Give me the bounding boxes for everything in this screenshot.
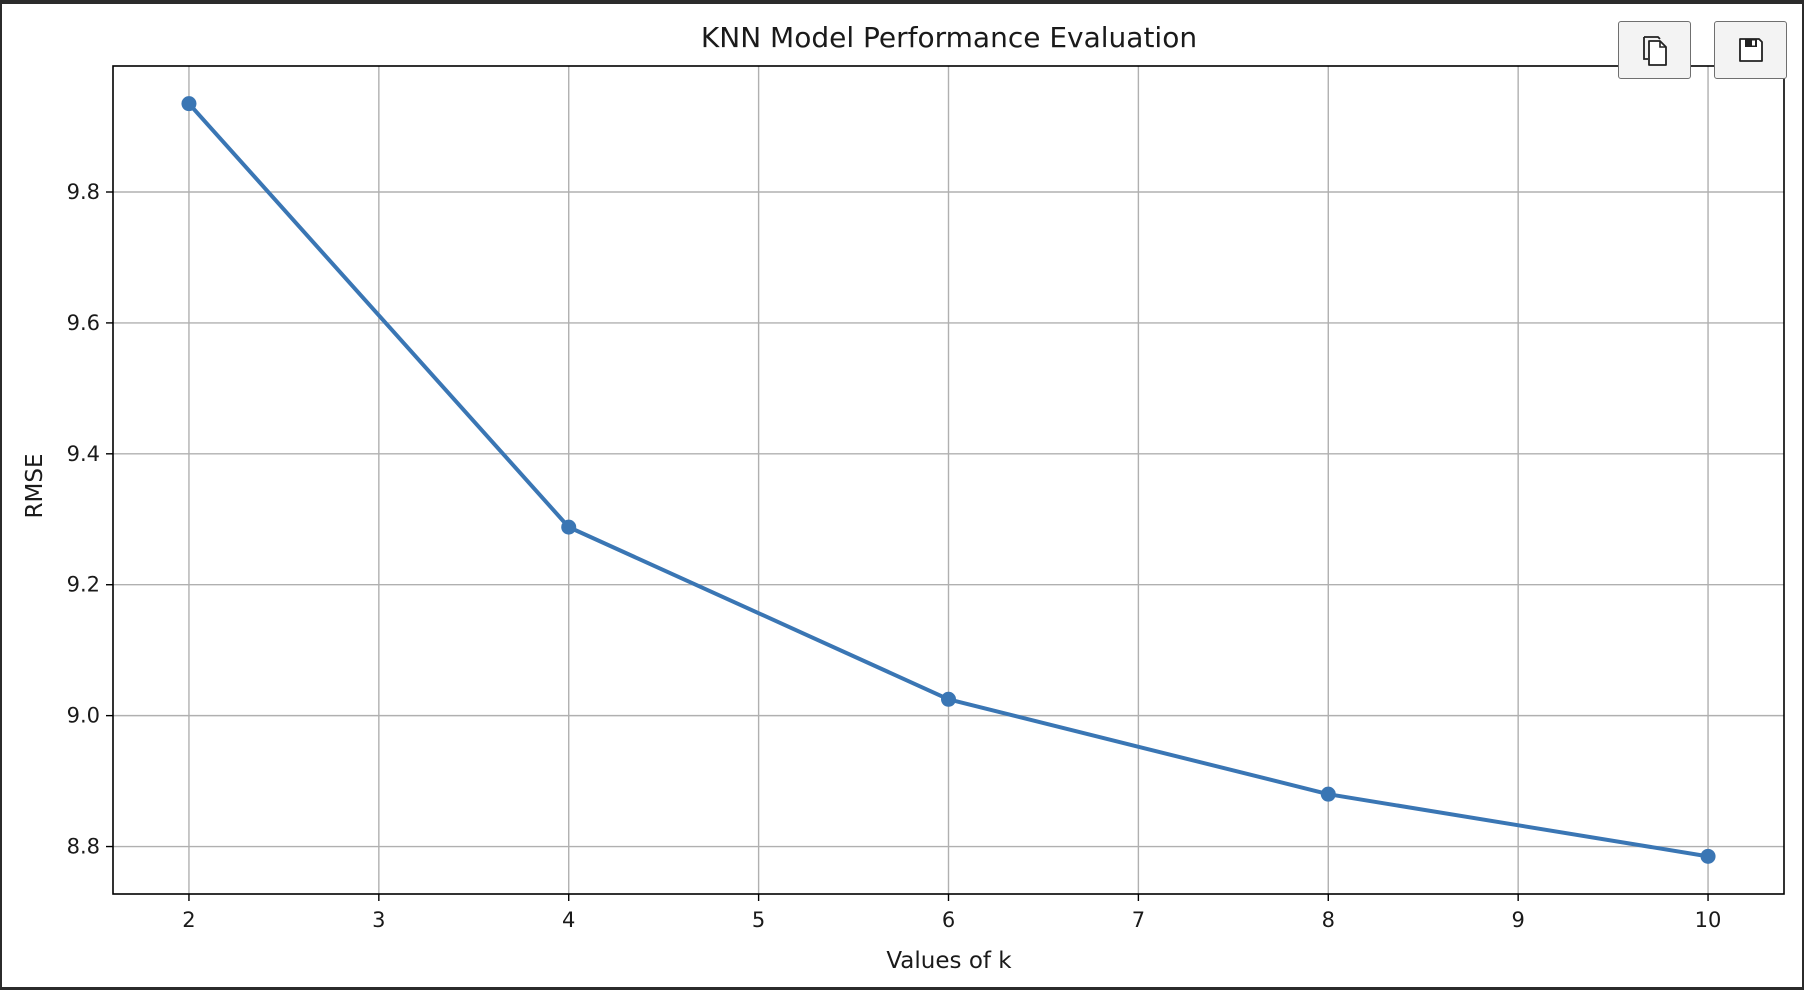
x-tick-label: 7	[1132, 908, 1145, 932]
y-tick-label: 9.0	[67, 704, 100, 728]
x-tick-label: 10	[1695, 908, 1722, 932]
x-tick-label: 9	[1511, 908, 1524, 932]
y-tick-label: 9.8	[67, 180, 100, 204]
data-point	[1320, 786, 1336, 802]
y-tick-label: 9.6	[67, 311, 100, 335]
y-axis-label: RMSE	[22, 454, 48, 519]
x-axis-label: Values of k	[886, 948, 1012, 974]
copy-button[interactable]	[1618, 21, 1691, 79]
x-tick-label: 2	[182, 908, 195, 932]
floppy-disk-icon	[1738, 38, 1763, 62]
x-tick-label: 6	[942, 908, 955, 932]
data-point	[1700, 848, 1716, 864]
x-tick-label: 4	[562, 908, 575, 932]
x-tick-label: 8	[1322, 908, 1335, 932]
y-tick-label: 8.8	[67, 835, 100, 859]
data-point	[561, 519, 577, 535]
series-layer	[181, 96, 1716, 864]
y-axis-ticks: 8.8 9.0 9.2 9.4 9.6 9.8	[67, 180, 113, 859]
y-tick-label: 9.4	[67, 442, 100, 466]
x-axis-ticks: 2 3 4 5 6 7 8 9 10	[182, 894, 1721, 932]
line-chart: 2 3 4 5 6 7 8 9 10 8.8 9.0 9.2 9.4 9.6 9.8 KNN Model …	[22, 21, 1785, 974]
grid-lines	[113, 66, 1784, 894]
data-point	[181, 96, 197, 112]
x-tick-label: 5	[752, 908, 765, 932]
chart-title: KNN Model Performance Evaluation	[701, 21, 1197, 54]
y-tick-label: 9.2	[67, 573, 100, 597]
copy-icon	[1642, 36, 1667, 66]
output-cell: 2 3 4 5 6 7 8 9 10 8.8 9.0 9.2 9.4 9.6 9.8 KNN Model …	[2, 4, 1802, 987]
x-tick-label: 3	[372, 908, 385, 932]
data-point	[941, 691, 956, 707]
save-button[interactable]	[1714, 21, 1787, 79]
